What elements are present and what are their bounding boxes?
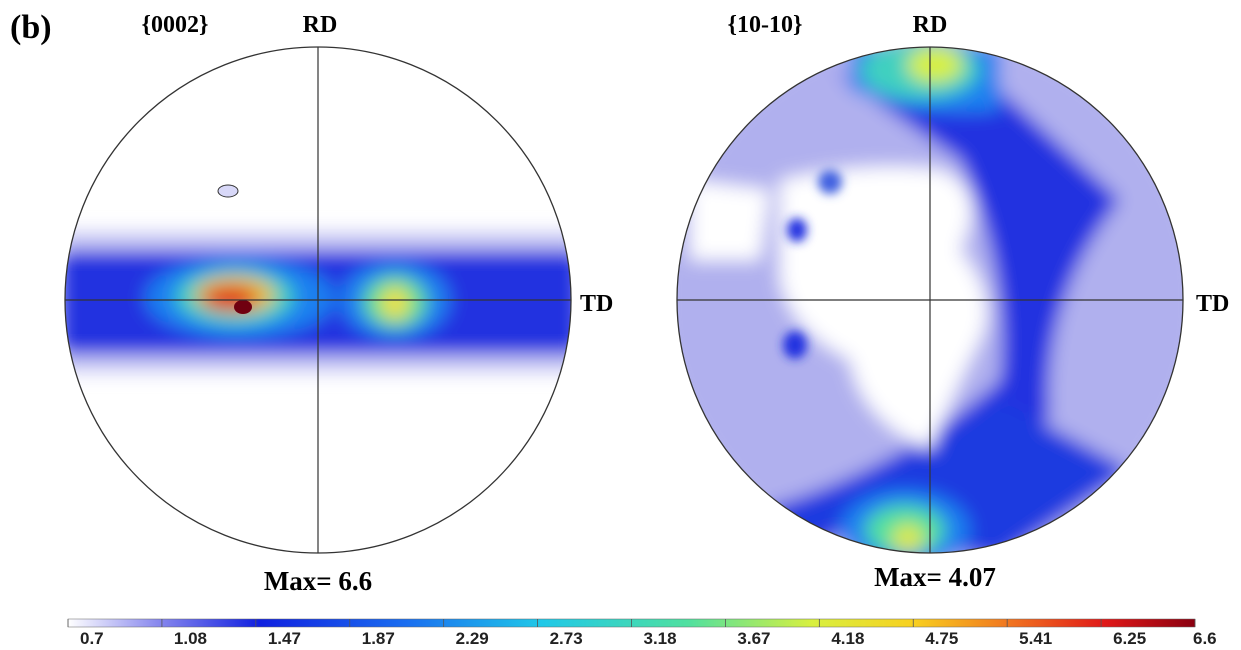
- colorbar-tick-label: 1.87: [362, 629, 395, 648]
- colorbar-tick-label: 5.41: [1019, 629, 1052, 648]
- colorbar-tick-label: 2.73: [550, 629, 583, 648]
- td-label: TD: [580, 291, 613, 317]
- max-label: Max= 6.6: [264, 566, 372, 596]
- colorbar-tick-label: 1.47: [268, 629, 301, 648]
- figure-title: {10-10}: [728, 12, 803, 38]
- rd-label: RD: [913, 12, 948, 38]
- colorbar-tick-label: 0.7: [80, 629, 104, 648]
- pole-figure-0002: [65, 232, 571, 372]
- colorbar-tick-label: 6.25: [1113, 629, 1146, 648]
- colorbar-tick-label: 3.18: [644, 629, 677, 648]
- rd-label: RD: [303, 12, 338, 38]
- colorbar-tick-label: 6.6: [1193, 629, 1217, 648]
- colorbar-tick-label: 4.18: [831, 629, 864, 648]
- max-label: Max= 4.07: [874, 562, 996, 592]
- colorbar-tick-label: 3.67: [737, 629, 770, 648]
- td-label: TD: [1196, 291, 1229, 317]
- colorbar-tick-label: 4.75: [925, 629, 958, 648]
- colorbar-tick-label: 1.08: [174, 629, 207, 648]
- panel-label: (b): [10, 9, 52, 46]
- colorbar-tick-label: 2.29: [456, 629, 489, 648]
- figure-title: {0002}: [142, 12, 209, 38]
- colorbar-ticks: 0.7 1.08 1.47 1.87 2.29 2.73 3.18 3.67 4.18 4.75 5…: [67, 619, 1217, 648]
